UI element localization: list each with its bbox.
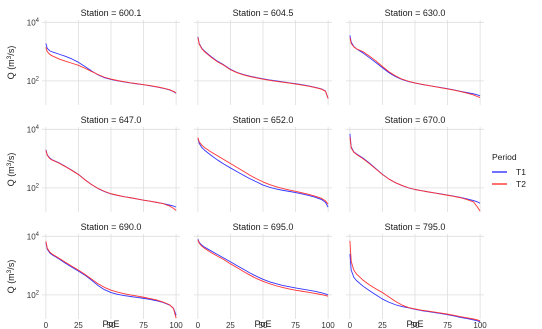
panels-layer: Station = 600.1 102 104 Station = 604.5 Stat… (27, 8, 488, 329)
series-line-t2 (349, 136, 481, 212)
series-line-t1 (45, 242, 177, 316)
panel-title: Station = 652.0 (233, 115, 294, 125)
series-line-t2 (45, 150, 177, 211)
series-line-t2 (197, 137, 329, 205)
panel: Station = 652.0 (194, 115, 332, 212)
x-axis-title: PoE (406, 319, 423, 329)
series-line-t1 (197, 238, 329, 296)
panel-title: Station = 630.0 (385, 8, 446, 18)
x-tick-label: 75 (291, 321, 300, 329)
series-line-t2 (349, 240, 481, 322)
series-line-t1 (197, 138, 329, 208)
legend-label-t1: T1 (516, 167, 526, 177)
x-tick-label: 100 (321, 321, 335, 329)
x-tick-label: 50 (107, 321, 116, 329)
y-tick-label: 102 (27, 183, 40, 193)
panel: Station = 647.0 102 104 (27, 115, 180, 212)
legend: Period T1 T2 (492, 152, 526, 189)
legend-label-t2: T2 (516, 179, 526, 189)
x-tick-label: 50 (259, 321, 268, 329)
series-line-t2 (197, 239, 329, 297)
x-tick-label: 75 (139, 321, 148, 329)
panel-title: Station = 690.0 (81, 222, 142, 232)
y-tick-label: 104 (27, 125, 40, 135)
x-axis-title: PoE (102, 319, 119, 329)
panel: Station = 630.0 (346, 8, 484, 105)
panel: Station = 695.0 0 25 50 75 100 (194, 222, 335, 329)
legend-title: Period (492, 152, 517, 162)
panel: Station = 600.1 102 104 (27, 8, 180, 105)
x-axis-title: PoE (254, 319, 271, 329)
x-tick-label: 0 (44, 321, 49, 329)
y-axis-titles: Q (m3/s) Q (m3/s) Q (m3/s) (6, 46, 16, 294)
x-tick-label: 50 (411, 321, 420, 329)
panel: Station = 795.0 0 25 50 75 100 (346, 222, 487, 329)
x-tick-label: 0 (348, 321, 353, 329)
x-tick-label: 0 (196, 321, 201, 329)
series-line-t2 (45, 241, 177, 319)
panel: Station = 670.0 (346, 115, 484, 212)
y-axis-title: Q (m3/s) (6, 260, 16, 294)
x-tick-label: 25 (226, 321, 235, 329)
panel: Station = 604.5 (194, 8, 332, 105)
y-axis-title: Q (m3/s) (6, 46, 16, 80)
y-tick-label: 104 (27, 232, 40, 242)
x-tick-label: 100 (473, 321, 487, 329)
x-tick-label: 75 (443, 321, 452, 329)
y-tick-label: 102 (27, 290, 40, 300)
panel-title: Station = 647.0 (81, 115, 142, 125)
panel-title: Station = 600.1 (81, 8, 142, 18)
x-axis-titles: PoE PoE PoE (102, 319, 423, 329)
y-axis-title: Q (m3/s) (6, 153, 16, 187)
panel-title: Station = 604.5 (233, 8, 294, 18)
series-line-t2 (349, 37, 481, 98)
series-line-t2 (197, 37, 329, 99)
y-tick-label: 102 (27, 76, 40, 86)
x-tick-label: 25 (378, 321, 387, 329)
y-tick-label: 104 (27, 18, 40, 28)
panel-title: Station = 795.0 (385, 222, 446, 232)
panel: Station = 690.0 102 104 0 25 50 75 100 (27, 222, 184, 329)
series-line-t2 (45, 47, 177, 94)
x-tick-label: 25 (74, 321, 83, 329)
panel-title: Station = 695.0 (233, 222, 294, 232)
x-tick-label: 100 (169, 321, 183, 329)
panel-title: Station = 670.0 (385, 115, 446, 125)
